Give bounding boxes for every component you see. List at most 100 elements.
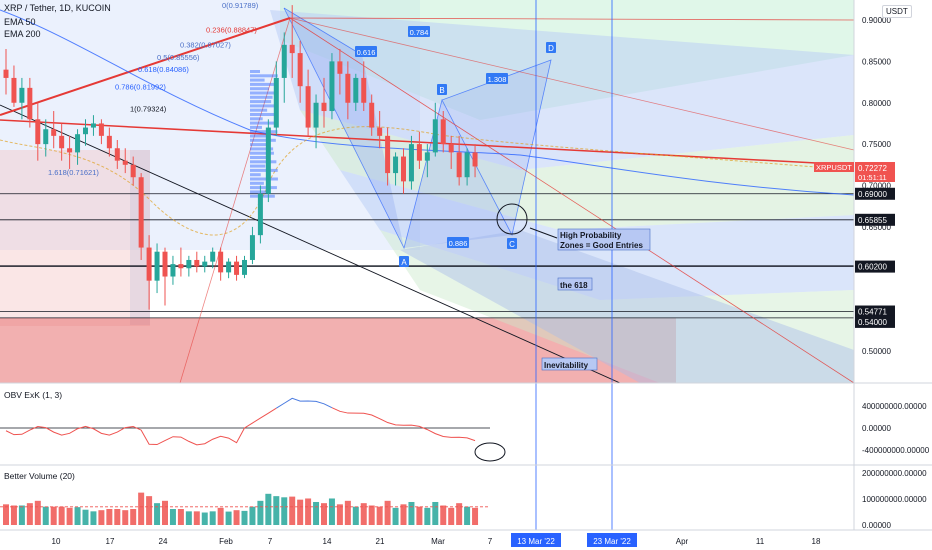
volume-bar (122, 510, 129, 525)
symbol-tag (814, 162, 854, 172)
pattern-point-a: A (399, 256, 409, 267)
volume-profile-bar (250, 151, 274, 155)
volume-bar (217, 507, 224, 525)
price-level-tag (855, 187, 895, 200)
x-tick-label: 24 (159, 537, 168, 546)
volume-bar (448, 507, 455, 525)
volume-bar (58, 506, 65, 525)
x-tick-label: Feb (219, 537, 233, 546)
candle-body (249, 235, 255, 260)
obv-y-tick: 0.00000 (862, 424, 891, 433)
candle-body (273, 77, 279, 128)
volume-title: Better Volume (20) (4, 471, 75, 481)
volume-bar (464, 506, 471, 525)
volume-bar (50, 506, 57, 525)
ema50-legend[interactable]: EMA 50 (4, 17, 36, 27)
candle-body (265, 127, 271, 194)
volume-bar (305, 498, 312, 525)
volume-bar (209, 511, 216, 525)
x-tick-label: 11 (756, 537, 765, 546)
candle-body (210, 251, 216, 262)
pattern-bcd (442, 60, 551, 235)
candle-body (98, 123, 104, 136)
volume-bar (18, 505, 25, 525)
candle-body (114, 148, 120, 161)
volume-profile-bar (250, 156, 270, 159)
volume-profile-bar (250, 173, 261, 177)
annotation-box-inevitability (541, 357, 598, 371)
candle-body (456, 152, 462, 178)
volume-bar (10, 505, 17, 525)
candle-body (83, 127, 88, 135)
y-tick-label: 0.80000 (862, 99, 891, 108)
candle-body (3, 69, 9, 78)
fib-label: 0.618(0.84086) (138, 65, 189, 74)
pattern-point-c: C (507, 238, 517, 249)
volume-bar (130, 509, 137, 525)
ema200-legend[interactable]: EMA 200 (4, 29, 41, 39)
red-fan-line-4 (179, 17, 291, 384)
candle-body (122, 160, 128, 165)
x-tick-label: 14 (323, 537, 332, 546)
volume-bar (193, 511, 200, 525)
volume-profile-bar (250, 190, 269, 194)
annotation-618: the 618 (560, 281, 588, 290)
volume-profile-bar (250, 134, 267, 138)
price-level-tag (855, 305, 895, 318)
candle-body (432, 119, 438, 153)
obv-y-tick: -400000000.00000 (862, 446, 930, 455)
candle-body (329, 61, 335, 112)
target-circle (496, 203, 528, 235)
volume-profile-bar (250, 164, 266, 168)
x-highlight-text: 13 Mar '22 (517, 537, 555, 546)
volume-bar (42, 506, 49, 525)
candle-body (448, 144, 454, 153)
x-highlight-text: 23 Mar '22 (593, 537, 631, 546)
annotation-arrow (529, 227, 558, 239)
volume-bar (106, 509, 113, 525)
volume-bar (472, 507, 479, 525)
y-tick-label: 0.75000 (862, 140, 891, 149)
volume-y-tick: 0.00000 (862, 521, 891, 530)
volume-bar (384, 500, 391, 525)
volume-bar (360, 503, 367, 525)
x-tick-label: 17 (106, 537, 115, 546)
volume-bar (344, 500, 351, 525)
volume-profile-bar (250, 108, 268, 112)
pattern-ratio-label: 0.886 (447, 237, 469, 248)
x-tick-label: 7 (268, 537, 273, 546)
obv-line-down (5, 407, 277, 446)
candle-body (226, 261, 232, 273)
candle-body (401, 156, 406, 182)
annotation-box-entries (557, 228, 651, 251)
pattern-ratio-text: 0.886 (449, 239, 468, 248)
ema-200-line (0, 9, 855, 196)
x-tick-label: 10 (52, 537, 61, 546)
symbol-title[interactable]: XRP / Tether, 1D, KUCOIN (4, 3, 111, 13)
pattern-point-text: B (439, 86, 444, 95)
candle-body (162, 251, 168, 277)
candle-body (170, 264, 176, 277)
last-price-text: 0.72272 (858, 164, 887, 173)
price-level-text: 0.54000 (858, 318, 887, 327)
candle-body (11, 77, 17, 103)
price-level-text: 0.65855 (858, 216, 887, 225)
volume-profile-bar (250, 160, 277, 164)
time-axis-bg (0, 530, 932, 550)
volume-bar (400, 504, 407, 525)
currency-button[interactable]: USDT (882, 5, 912, 18)
volume-bar (98, 510, 105, 525)
volume-profile-bar (250, 186, 277, 190)
fib-label: 0.5(0.85556) (157, 53, 200, 62)
volume-bar (392, 507, 399, 525)
pattern-point-text: C (509, 240, 515, 249)
candle-body (59, 135, 65, 149)
candle-body (464, 152, 470, 178)
volume-bar (281, 497, 288, 525)
obv-title: OBV ExK (1, 3) (4, 390, 62, 400)
fib-label: 0.786(0.81992) (115, 82, 166, 91)
candle-body (75, 134, 81, 153)
volume-profile-bar (250, 147, 274, 151)
